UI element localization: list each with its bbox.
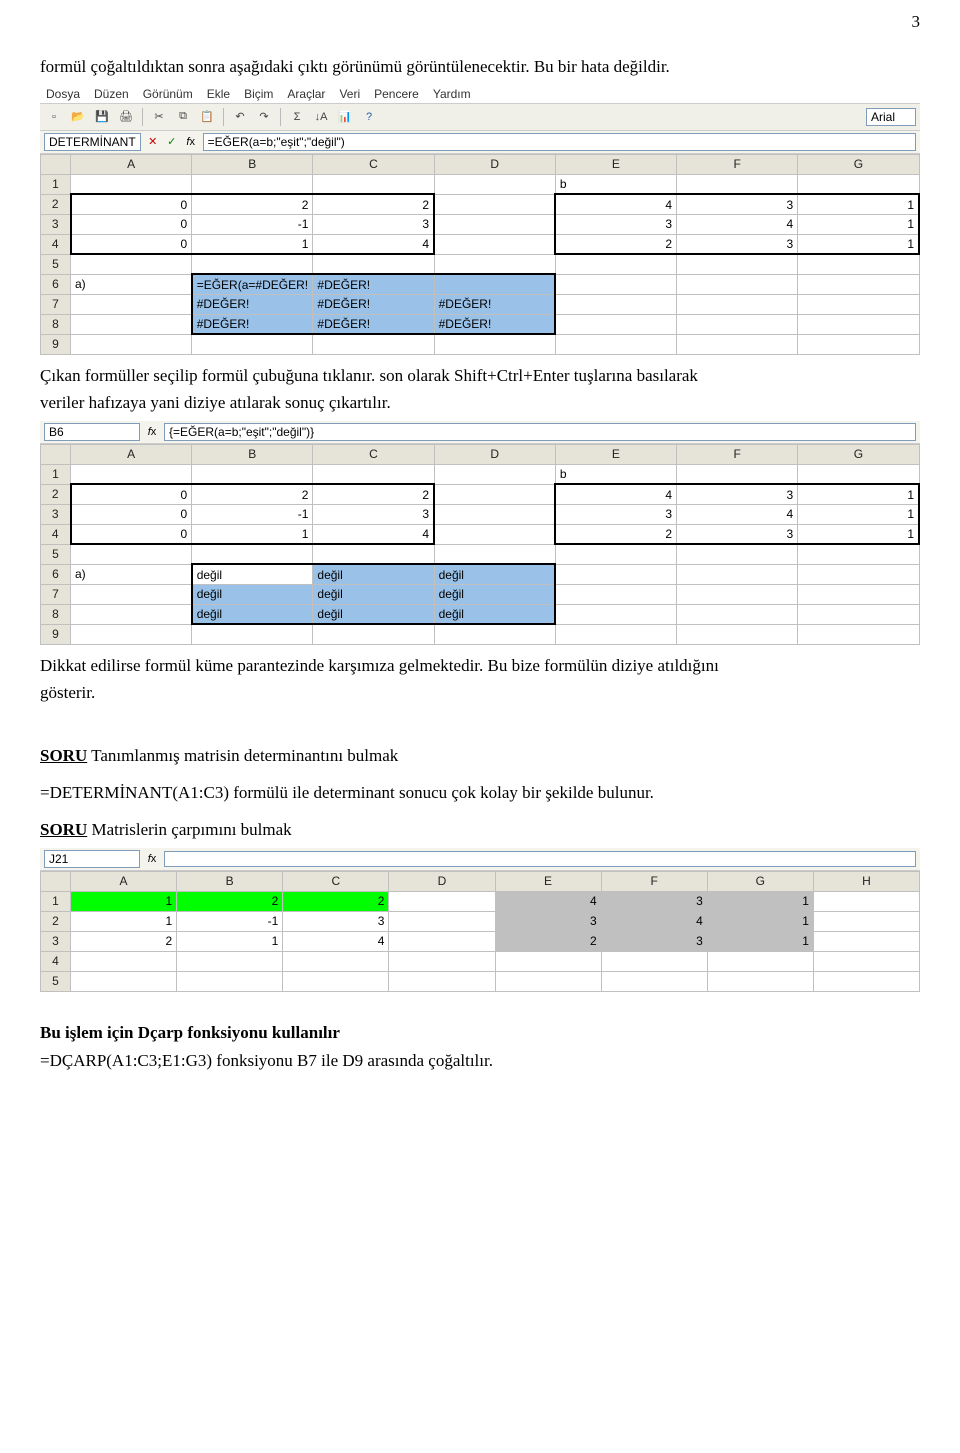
table-row: 21-13341 — [41, 911, 920, 931]
formula-input-2[interactable]: {=EĞER(a=b;"eşit";"değil")} — [164, 423, 916, 441]
table-row: 9 — [41, 624, 920, 644]
grid-1[interactable]: ABCDEFG 1b 2022431 30-13341 4014231 5 6a… — [40, 154, 920, 355]
spreadsheet-3: J21 fx ABCDEFGH 1122431 21-13341 3214231… — [40, 848, 920, 992]
table-row: 6a)değildeğildeğil — [41, 564, 920, 584]
name-box-2[interactable]: B6 — [44, 423, 140, 441]
table-row: 7#DEĞER!#DEĞER!#DEĞER! — [41, 294, 920, 314]
table-row: 4014231 — [41, 234, 920, 254]
font-selector[interactable]: Arial — [866, 108, 916, 126]
table-row: 5 — [41, 544, 920, 564]
para-2a: Çıkan formüller seçilip formül çubuğuna … — [40, 365, 920, 388]
table-row: 9 — [41, 334, 920, 354]
table-row: 8değildeğildeğil — [41, 604, 920, 624]
table-row: 1b — [41, 464, 920, 484]
menu-ekle[interactable]: Ekle — [207, 87, 230, 101]
table-row: 6a)=EĞER(a=#DEĞER!#DEĞER! — [41, 274, 920, 294]
para-1: formül çoğaltıldıktan sonra aşağıdaki çı… — [40, 56, 920, 79]
formula-input-3[interactable] — [164, 851, 916, 867]
formula-bar-3: J21 fx — [40, 848, 920, 871]
menu-dosya[interactable]: Dosya — [46, 87, 80, 101]
table-row: 4 — [41, 951, 920, 971]
toolbar: ▫ 📂 💾 🖨 ✂ ⧉ 📋 ↶ ↷ Σ ↓A 📊 ? Arial — [40, 104, 920, 131]
para-4a: Bu işlem için Dçarp fonksiyonu kullanılı… — [40, 1022, 920, 1045]
new-icon[interactable]: ▫ — [44, 107, 64, 127]
menu-duzen[interactable]: Düzen — [94, 87, 129, 101]
soru2-text: Matrislerin çarpımını bulmak — [87, 820, 291, 839]
paste-icon[interactable]: 📋 — [197, 107, 217, 127]
para-3b: gösterir. — [40, 682, 920, 705]
table-row: 4014231 — [41, 524, 920, 544]
enter-icon[interactable]: ✓ — [164, 134, 180, 150]
menubar[interactable]: Dosya Düzen Görünüm Ekle Biçim Araçlar V… — [40, 85, 920, 104]
redo-icon[interactable]: ↷ — [254, 107, 274, 127]
table-row: 7değildeğildeğil — [41, 584, 920, 604]
table-row: 8#DEĞER!#DEĞER!#DEĞER! — [41, 314, 920, 334]
formula-bar: DETERMİNANT ✕ ✓ fx =EĞER(a=b;"eşit";"değ… — [40, 131, 920, 154]
grid-3[interactable]: ABCDEFGH 1122431 21-13341 3214231 4 5 — [40, 871, 920, 992]
table-row: 30-13341 — [41, 504, 920, 524]
soru-2: SORU Matrislerin çarpımını bulmak — [40, 819, 920, 842]
menu-yardim[interactable]: Yardım — [433, 87, 471, 101]
copy-icon[interactable]: ⧉ — [173, 107, 193, 127]
table-row: 1122431 — [41, 891, 920, 911]
spreadsheet-2: B6 fx {=EĞER(a=b;"eşit";"değil")} ABCDEF… — [40, 421, 920, 645]
det-formula: =DETERMİNANT(A1:C3) formülü ile determin… — [40, 782, 920, 805]
table-row: 2022431 — [41, 194, 920, 214]
print-icon[interactable]: 🖨 — [116, 107, 136, 127]
soru1-text: Tanımlanmış matrisin determinantını bulm… — [87, 746, 398, 765]
page-number: 3 — [40, 0, 920, 42]
soru2-label: SORU — [40, 820, 87, 839]
fx-icon[interactable]: fx — [183, 134, 199, 150]
table-row: 1b — [41, 174, 920, 194]
cancel-icon[interactable]: ✕ — [145, 134, 161, 150]
name-box[interactable]: DETERMİNANT — [44, 133, 141, 151]
soru-1: SORU Tanımlanmış matrisin determinantını… — [40, 745, 920, 768]
cut-icon[interactable]: ✂ — [149, 107, 169, 127]
formula-input[interactable]: =EĞER(a=b;"eşit";"değil") — [203, 133, 916, 151]
menu-bicim[interactable]: Biçim — [244, 87, 273, 101]
table-row: 5 — [41, 971, 920, 991]
formula-bar-2: B6 fx {=EĞER(a=b;"eşit";"değil")} — [40, 421, 920, 444]
open-icon[interactable]: 📂 — [68, 107, 88, 127]
table-row: 30-13341 — [41, 214, 920, 234]
save-icon[interactable]: 💾 — [92, 107, 112, 127]
grid-2[interactable]: ABCDEFG 1b 2022431 30-13341 4014231 5 6a… — [40, 444, 920, 645]
name-box-3[interactable]: J21 — [44, 850, 140, 868]
menu-gorunum[interactable]: Görünüm — [143, 87, 193, 101]
sort-icon[interactable]: ↓A — [311, 107, 331, 127]
para-2b: veriler hafızaya yani diziye atılarak so… — [40, 392, 920, 415]
table-row: 2022431 — [41, 484, 920, 504]
menu-araclar[interactable]: Araçlar — [287, 87, 325, 101]
spreadsheet-1: Dosya Düzen Görünüm Ekle Biçim Araçlar V… — [40, 85, 920, 355]
menu-veri[interactable]: Veri — [339, 87, 360, 101]
para-4b: =DÇARP(A1:C3;E1:G3) fonksiyonu B7 ile D9… — [40, 1050, 920, 1073]
sum-icon[interactable]: Σ — [287, 107, 307, 127]
soru1-label: SORU — [40, 746, 87, 765]
table-row: 5 — [41, 254, 920, 274]
undo-icon[interactable]: ↶ — [230, 107, 250, 127]
menu-pencere[interactable]: Pencere — [374, 87, 419, 101]
chart-icon[interactable]: 📊 — [335, 107, 355, 127]
fx-icon[interactable]: fx — [144, 424, 160, 440]
help-icon[interactable]: ? — [359, 107, 379, 127]
table-row: 3214231 — [41, 931, 920, 951]
fx-icon[interactable]: fx — [144, 851, 160, 867]
para-3a: Dikkat edilirse formül küme parantezinde… — [40, 655, 920, 678]
